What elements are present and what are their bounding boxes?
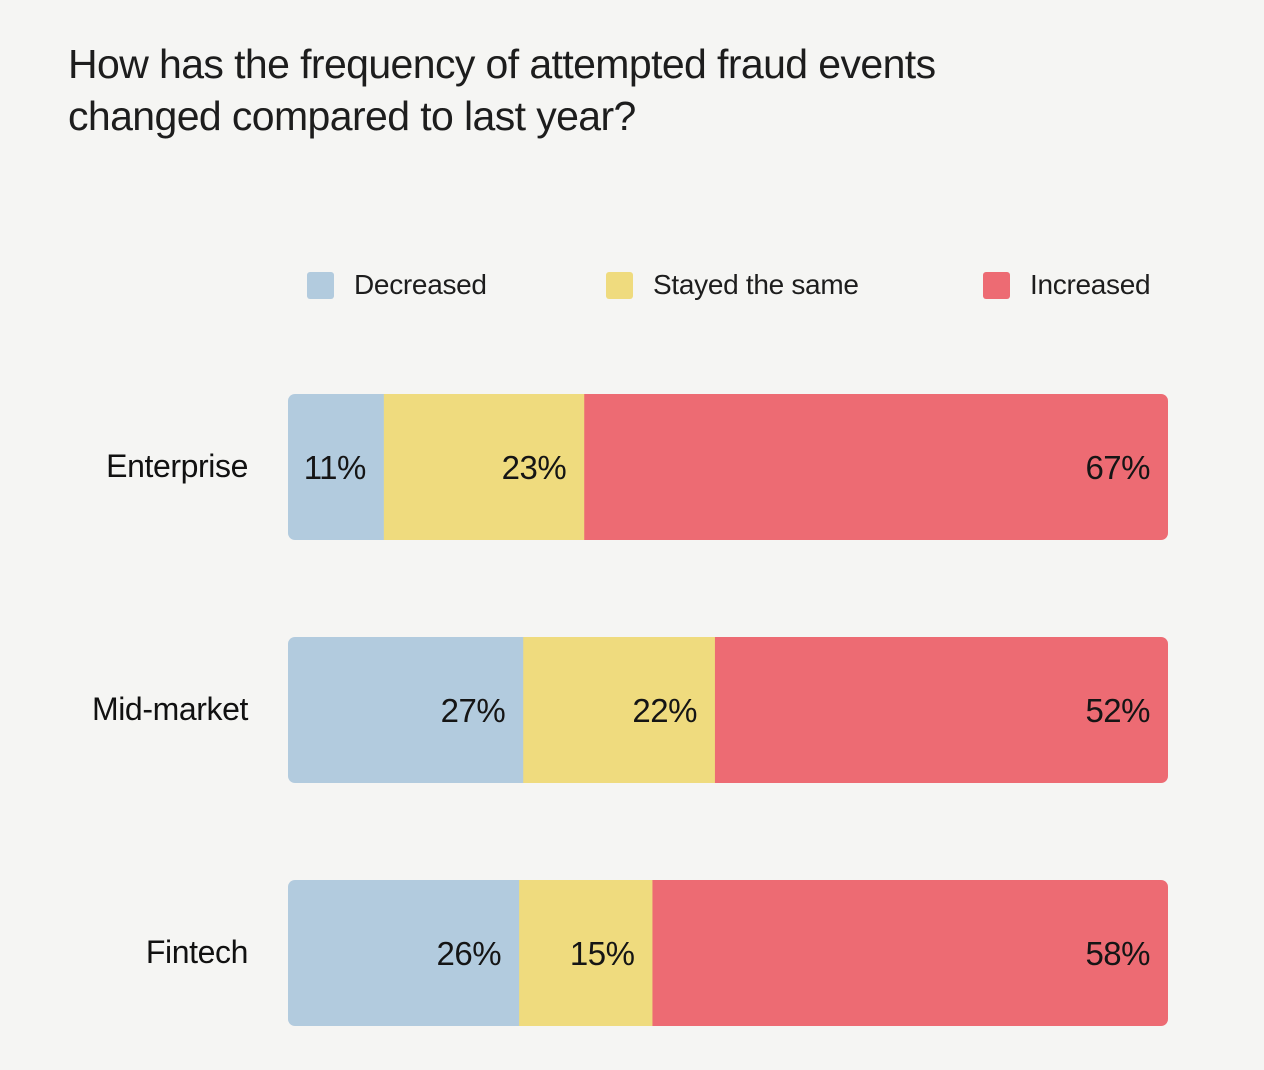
chart-title-line-1: How has the frequency of attempted fraud… bbox=[68, 41, 936, 87]
bar-segment-mid-market-decreased bbox=[288, 637, 524, 783]
data-label-fintech-increased: 58% bbox=[1085, 935, 1150, 972]
data-label-enterprise-decreased: 11% bbox=[304, 449, 366, 486]
data-label-fintech-decreased: 26% bbox=[437, 935, 502, 972]
data-label-enterprise-stayed: 23% bbox=[502, 449, 567, 486]
data-label-mid-market-increased: 52% bbox=[1085, 692, 1150, 729]
data-label-enterprise-increased: 67% bbox=[1085, 449, 1150, 486]
category-label-mid-market: Mid-market bbox=[91, 691, 248, 727]
bar-segment-enterprise-increased bbox=[584, 394, 1168, 540]
chart-title-line-2: changed compared to last year? bbox=[68, 93, 636, 139]
legend-swatch-increased bbox=[983, 271, 1010, 299]
legend-item-decreased: Decreased bbox=[307, 269, 487, 300]
bar-segment-mid-market-stayed bbox=[523, 637, 716, 783]
bar-row-fintech bbox=[288, 880, 1168, 1026]
bar-segment-enterprise-decreased bbox=[288, 394, 385, 540]
category-label-fintech: Fintech bbox=[145, 934, 249, 970]
category-label-enterprise: Enterprise bbox=[106, 448, 248, 484]
bar-segment-fintech-increased bbox=[652, 880, 1168, 1026]
legend-label-increased: Increased bbox=[1030, 269, 1151, 300]
bar-row-mid-market bbox=[288, 637, 1168, 783]
bar-row-enterprise bbox=[288, 394, 1168, 540]
legend-swatch-stayed bbox=[606, 271, 633, 299]
legend-label-decreased: Decreased bbox=[354, 269, 487, 300]
legend-item-stayed: Stayed the same bbox=[606, 269, 859, 300]
bar-segment-fintech-decreased bbox=[288, 880, 520, 1026]
legend-item-increased: Increased bbox=[983, 269, 1151, 300]
bar-segment-enterprise-stayed bbox=[383, 394, 585, 540]
data-label-mid-market-stayed: 22% bbox=[632, 692, 697, 729]
bar-segment-mid-market-increased bbox=[714, 637, 1168, 783]
chart-title: How has the frequency of attempted fraud… bbox=[68, 38, 1168, 142]
data-label-mid-market-decreased: 27% bbox=[441, 692, 506, 729]
legend-label-stayed: Stayed the same bbox=[653, 269, 859, 300]
data-label-fintech-stayed: 15% bbox=[570, 935, 635, 972]
legend-swatch-decreased bbox=[307, 271, 334, 299]
bar-segment-fintech-stayed bbox=[519, 880, 653, 1026]
